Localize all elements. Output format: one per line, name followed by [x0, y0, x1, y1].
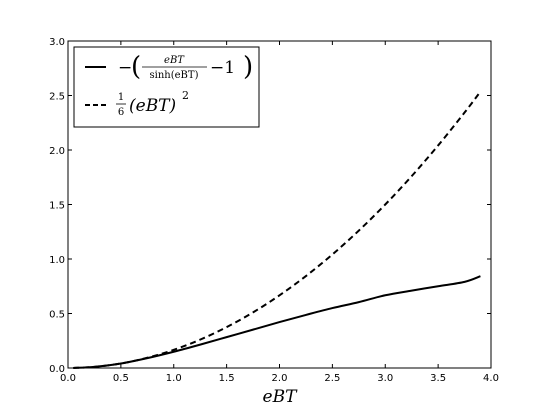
legend-1-right-paren: ): [243, 52, 253, 82]
y-tick-label: 2.0: [49, 146, 65, 157]
series-line-solid: [73, 275, 481, 369]
y-tick-label: 0.0: [49, 364, 65, 375]
legend-1-denominator: sinh(eBT): [150, 70, 199, 81]
legend-2-fraction-num: 1: [118, 92, 124, 103]
legend-1-suffix: −1: [210, 58, 235, 78]
x-tick-label: 3.5: [430, 373, 446, 384]
legend: − ( eBT sinh(eBT) −1 ) 1 6 (eBT) 2: [73, 46, 260, 128]
legend-1-numerator: eBT: [164, 55, 185, 66]
x-tick-label: 1.5: [219, 373, 235, 384]
x-tick-label: 2.5: [324, 373, 340, 384]
series-layer: [73, 91, 482, 369]
x-tick-label: 3.0: [377, 373, 393, 384]
legend-2-fraction-den: 6: [118, 107, 124, 118]
legend-1-prefix: −: [118, 58, 132, 78]
x-tick-label: 0.5: [113, 373, 129, 384]
y-tick-label: 1.0: [49, 255, 65, 266]
plot-frame: [67, 40, 492, 369]
x-tick-label: 1.0: [166, 373, 182, 384]
y-tick-label: 1.5: [49, 201, 65, 212]
legend-2-body: (eBT): [129, 96, 176, 116]
legend-1-left-paren: (: [131, 52, 141, 82]
y-tick-label: 2.5: [49, 92, 65, 103]
x-tick-label: 2.0: [272, 373, 288, 384]
y-tick-label: 0.5: [49, 310, 65, 321]
x-tick-label: 0.0: [60, 373, 76, 384]
series-line-dashed: [73, 91, 482, 369]
x-axis-title: eBT: [263, 387, 299, 407]
legend-2-exponent: 2: [182, 89, 189, 102]
legend-box: [73, 46, 260, 128]
y-tick-label: 3.0: [49, 37, 65, 48]
x-tick-label: 4.0: [483, 373, 499, 384]
